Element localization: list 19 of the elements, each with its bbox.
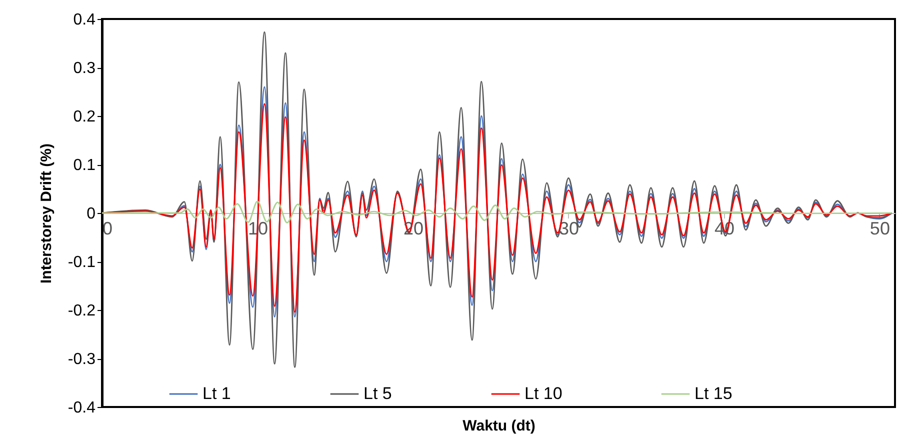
legend-label: Lt 1 [202, 384, 231, 403]
legend-label: Lt 15 [694, 384, 732, 403]
x-axis-title: Waktu (dt) [462, 418, 536, 434]
y-tick-label: 0.1 [73, 157, 96, 174]
y-tick-label: -0.1 [68, 254, 96, 271]
x-tick-label: 0 [102, 218, 113, 238]
y-tick-label: 0.2 [73, 108, 96, 126]
y-axis-title: Interstorey Drift (%) [38, 143, 55, 284]
line-series [102, 200, 893, 224]
y-tick-label: -0.2 [68, 302, 96, 320]
y-tick-label: -0.4 [68, 400, 96, 416]
y-tick-label: 0.3 [73, 60, 96, 77]
x-tick-label: 30 [558, 218, 579, 238]
x-tick-label: 50 [870, 218, 890, 238]
y-tick-label: -0.3 [68, 351, 96, 368]
y-tick-label: 0 [86, 206, 96, 222]
y-tick-label: 0.4 [73, 12, 96, 28]
legend-label: Lt 10 [524, 384, 562, 403]
legend-label: Lt 5 [364, 384, 392, 403]
